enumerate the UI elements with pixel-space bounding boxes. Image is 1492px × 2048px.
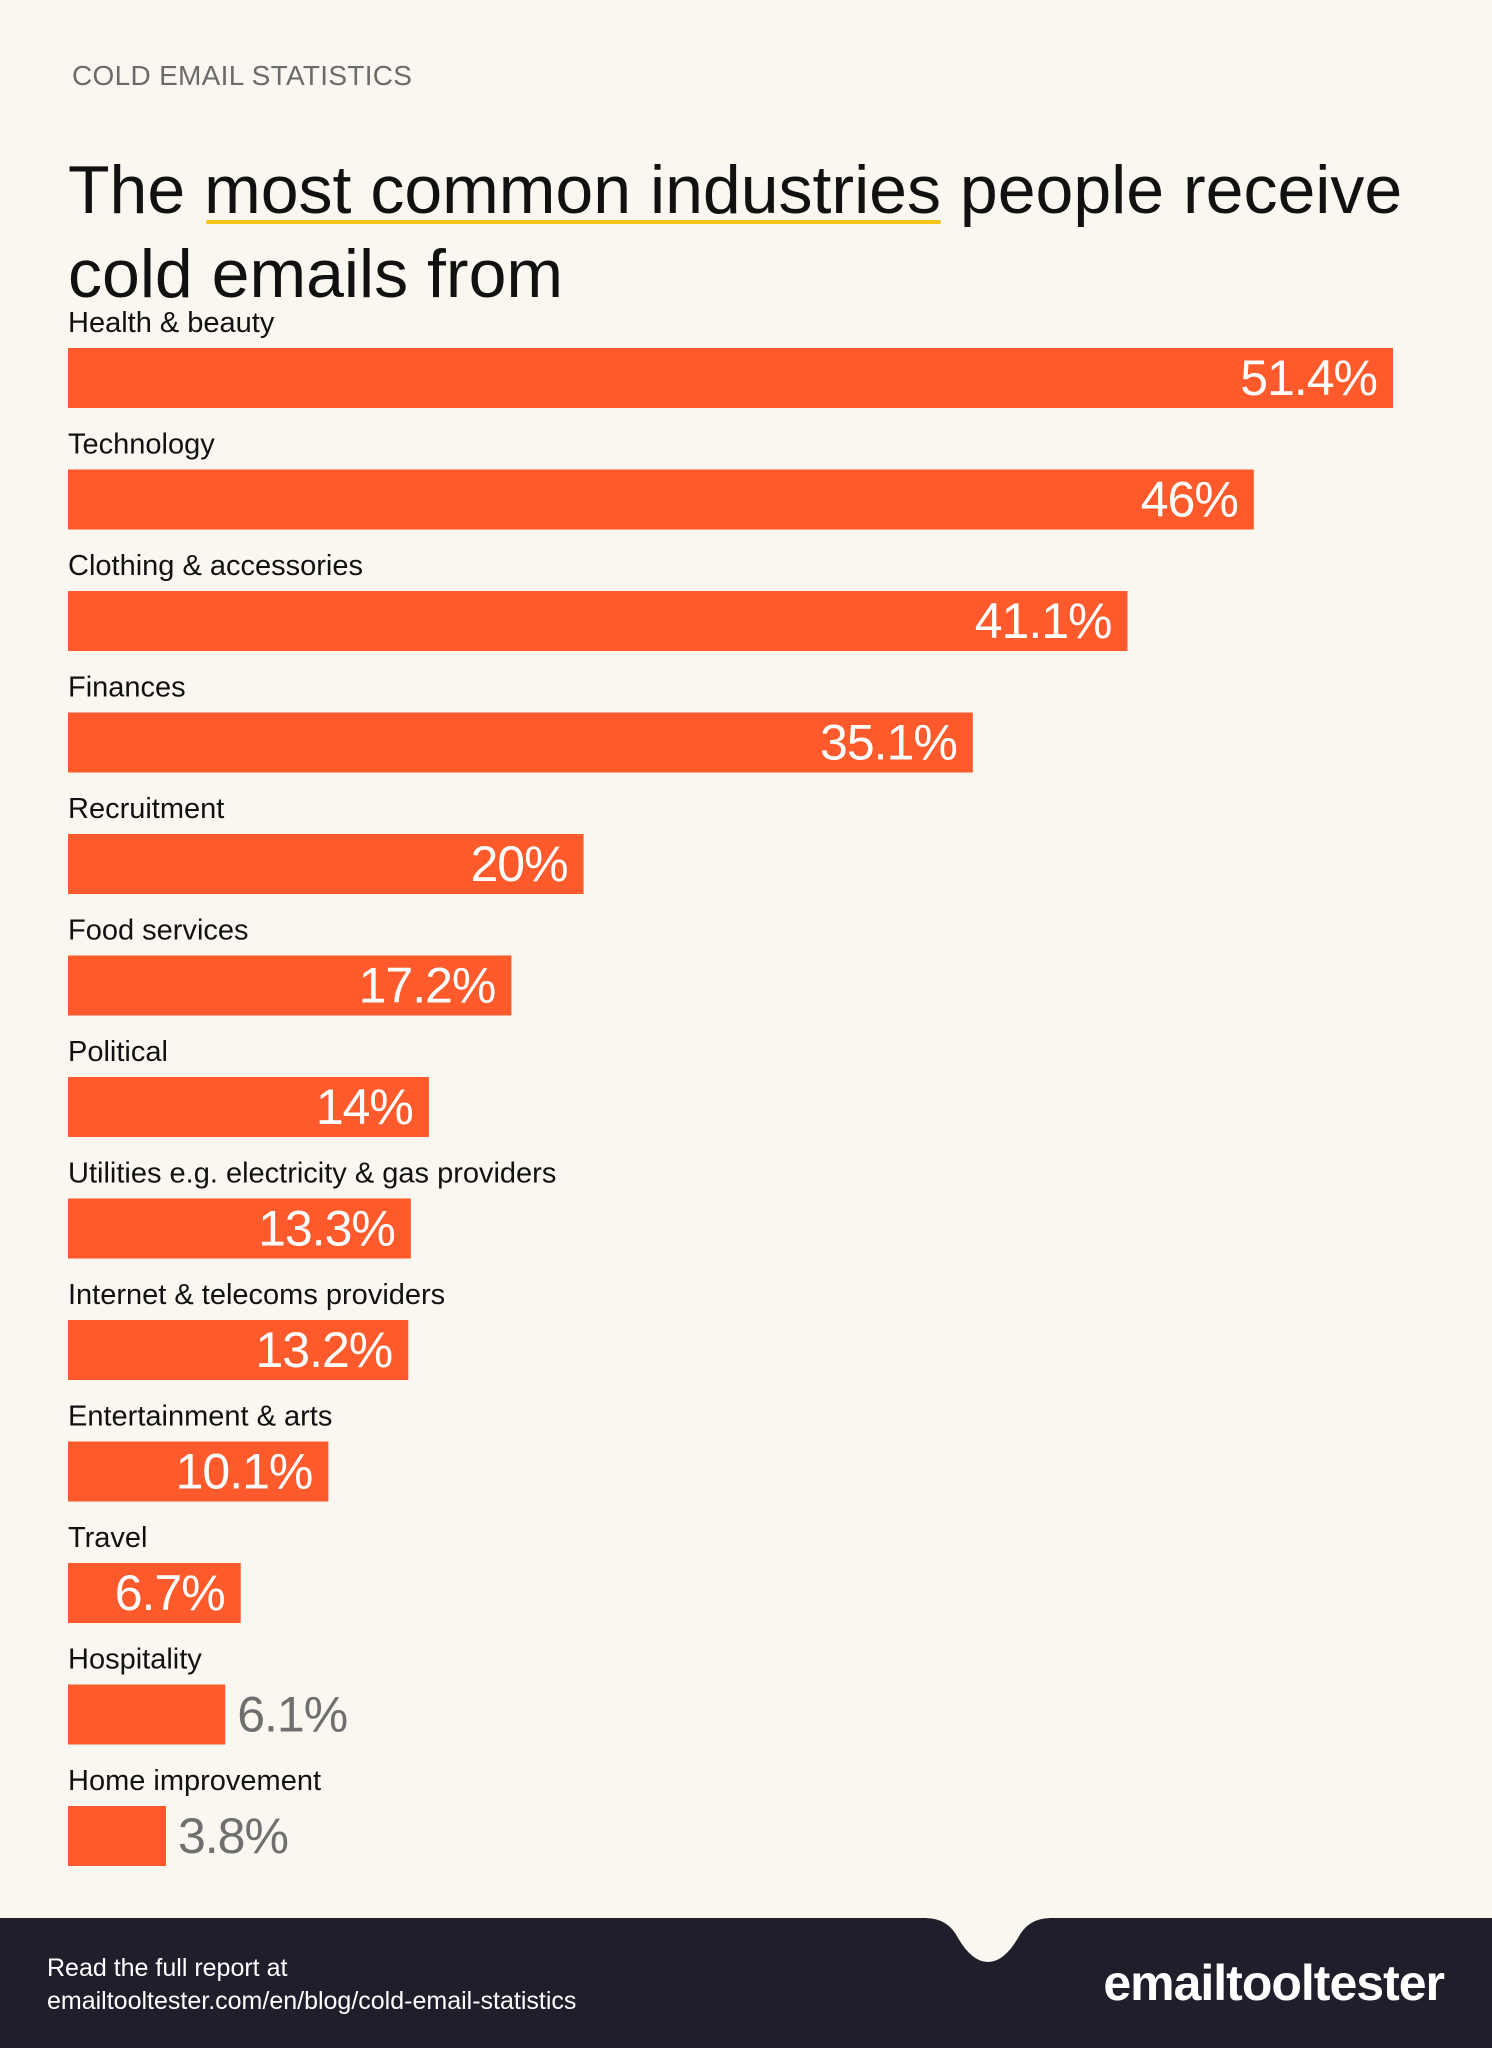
value-label: 51.4% bbox=[1240, 350, 1377, 406]
bar-row: Entertainment & arts 10.1% bbox=[68, 1401, 332, 1502]
category-label: Technology bbox=[68, 429, 215, 461]
category-label: Food services bbox=[68, 915, 249, 947]
bar-row: Utilities e.g. electricity & gas provide… bbox=[68, 1158, 556, 1259]
category-label: Entertainment & arts bbox=[68, 1401, 332, 1433]
bar bbox=[68, 591, 1128, 651]
value-label: 17.2% bbox=[359, 958, 496, 1014]
category-label: Clothing & accessories bbox=[68, 550, 363, 582]
value-label: 10.1% bbox=[176, 1444, 313, 1500]
value-label: 14% bbox=[316, 1079, 413, 1135]
bar bbox=[68, 712, 973, 773]
category-label: Hospitality bbox=[68, 1644, 202, 1676]
value-label: 41.1% bbox=[975, 593, 1112, 649]
bar-row: Hospitality 6.1% bbox=[68, 1644, 348, 1745]
brand-logo[interactable]: emailtooltester bbox=[1103, 1955, 1445, 2011]
value-label: 35.1% bbox=[820, 715, 957, 771]
value-label: 3.8% bbox=[178, 1808, 288, 1864]
category-label: Utilities e.g. electricity & gas provide… bbox=[68, 1158, 556, 1190]
footer-background bbox=[0, 1918, 1492, 2048]
footer-report-link[interactable]: emailtooltester.com/en/blog/cold-email-s… bbox=[47, 1987, 577, 2015]
value-label: 6.1% bbox=[237, 1687, 347, 1743]
page-title: The most common industries people receiv… bbox=[68, 148, 1428, 316]
bar bbox=[68, 1806, 166, 1866]
footer-cta: Read the full report at emailtooltester.… bbox=[47, 1952, 576, 2018]
category-label: Finances bbox=[68, 672, 186, 704]
value-label: 46% bbox=[1141, 472, 1238, 528]
value-label: 6.7% bbox=[115, 1565, 225, 1621]
category-label: Recruitment bbox=[68, 793, 224, 825]
footer-line-1: Read the full report at bbox=[47, 1954, 288, 1982]
value-label: 20% bbox=[470, 836, 567, 892]
title-part-1: The bbox=[68, 151, 205, 228]
category-label: Internet & telecoms providers bbox=[68, 1279, 445, 1311]
bar bbox=[68, 469, 1254, 530]
bar-row: Food services 17.2% bbox=[68, 915, 512, 1016]
bar bbox=[68, 955, 512, 1016]
category-label: Political bbox=[68, 1036, 168, 1068]
bar bbox=[68, 348, 1393, 408]
category-label: Health & beauty bbox=[68, 307, 275, 339]
bar-row: Finances 35.1% bbox=[68, 672, 973, 773]
bar-row: Health & beauty 51.4% bbox=[68, 307, 1393, 408]
bar-row: Clothing & accessories 41.1% bbox=[68, 550, 1128, 651]
bar-row: Internet & telecoms providers 13.2% bbox=[68, 1279, 445, 1380]
category-label: Travel bbox=[68, 1522, 148, 1554]
bar bbox=[68, 834, 584, 894]
bar-row: Technology 46% bbox=[68, 429, 1254, 530]
footer: Read the full report at emailtooltester.… bbox=[0, 1910, 1492, 2048]
bar-row: Recruitment 20% bbox=[68, 793, 584, 894]
bar bbox=[68, 1320, 409, 1380]
bar-chart: Health & beauty51.4%Technology46%Clothin… bbox=[68, 307, 1393, 1866]
bar-row: Home improvement 3.8% bbox=[68, 1765, 321, 1866]
bar-row: Political 14% bbox=[68, 1036, 429, 1137]
bar bbox=[68, 1684, 226, 1745]
bar bbox=[68, 1077, 429, 1137]
title-part-2: people receive cold emails from bbox=[68, 151, 1403, 312]
bar bbox=[68, 1563, 241, 1623]
bar-row: Travel 6.7% bbox=[68, 1522, 241, 1623]
eyebrow-label: COLD EMAIL STATISTICS bbox=[72, 60, 413, 91]
title-highlight: most common industries bbox=[204, 148, 941, 232]
bar bbox=[68, 1198, 411, 1259]
bar bbox=[68, 1441, 329, 1502]
value-label: 13.3% bbox=[258, 1201, 395, 1257]
value-label: 13.2% bbox=[255, 1322, 392, 1378]
category-label: Home improvement bbox=[68, 1765, 321, 1797]
